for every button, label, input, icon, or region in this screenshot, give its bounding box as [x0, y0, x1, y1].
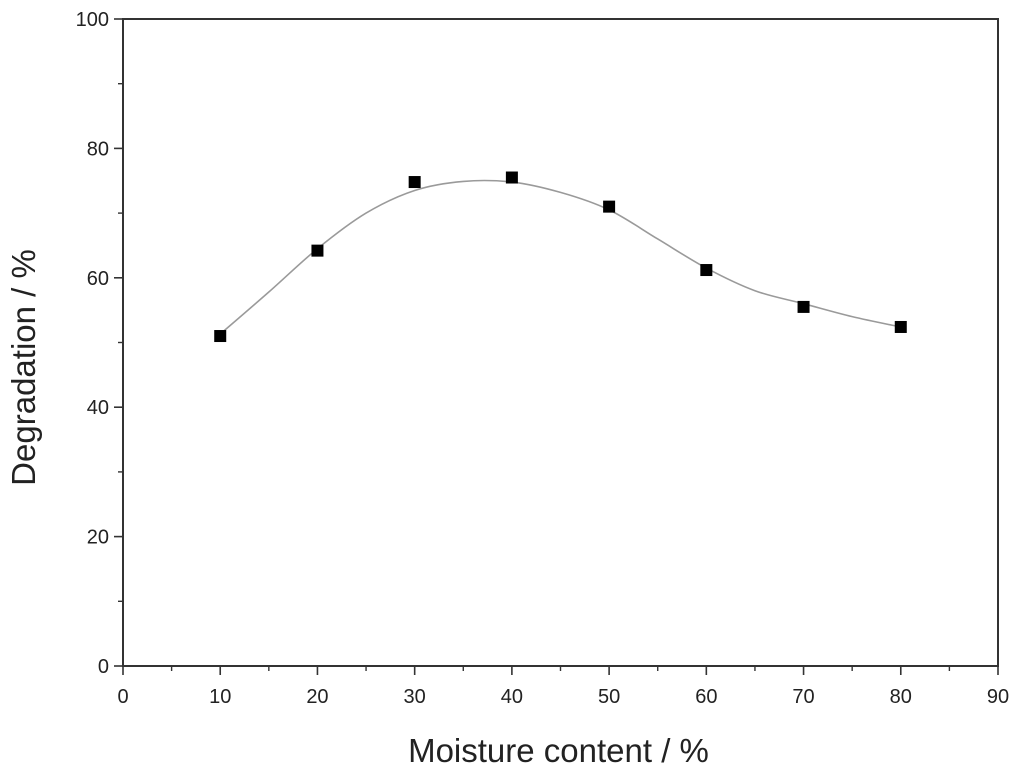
x-tick-label: 60	[695, 686, 717, 708]
x-tick-label: 80	[890, 686, 912, 708]
x-tick-label: 70	[792, 686, 814, 708]
data-point	[700, 264, 713, 277]
y-tick-label: 100	[76, 9, 109, 31]
data-point	[603, 200, 616, 213]
y-tick-label: 80	[87, 138, 109, 160]
data-point	[214, 330, 227, 343]
x-tick-label: 10	[209, 686, 231, 708]
x-axis-title: Moisture content / %	[408, 732, 709, 769]
data-point	[797, 300, 810, 313]
x-tick-label: 30	[404, 686, 426, 708]
plot-frame	[122, 18, 999, 667]
x-tick-label: 0	[117, 686, 128, 708]
y-tick-label: 0	[98, 656, 109, 678]
y-tick-label: 60	[87, 268, 109, 290]
y-tick-label: 20	[87, 527, 109, 549]
x-tick-label: 40	[501, 686, 523, 708]
data-point	[505, 171, 518, 184]
x-tick-label: 90	[987, 686, 1009, 708]
y-axis-title: Degradation / %	[5, 249, 42, 486]
data-point	[311, 244, 324, 257]
y-tick-label: 40	[87, 397, 109, 419]
data-point	[408, 176, 421, 189]
data-point	[894, 320, 907, 333]
x-tick-label: 50	[598, 686, 620, 708]
x-tick-label: 20	[306, 686, 328, 708]
